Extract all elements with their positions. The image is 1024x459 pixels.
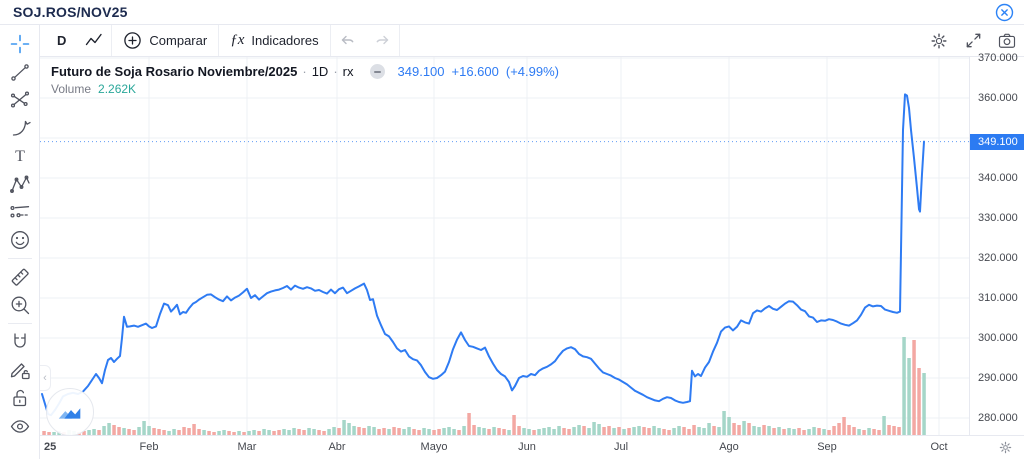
- volume-value: 2.262K: [98, 82, 137, 96]
- ruler-icon[interactable]: [5, 263, 35, 291]
- price-tick: 330.000: [978, 212, 1018, 224]
- time-tick: Abr: [328, 441, 346, 453]
- chart-style-icon[interactable]: [77, 26, 111, 56]
- time-tick: Oct: [930, 441, 948, 453]
- fullscreen-icon[interactable]: [956, 26, 990, 56]
- time-tick: Jul: [613, 441, 629, 453]
- legend-session: rx: [342, 64, 354, 79]
- indicators-label: Indicadores: [251, 33, 319, 48]
- pattern-icon[interactable]: [5, 170, 35, 198]
- price-tick: 310.000: [978, 292, 1018, 304]
- broker-logo: [46, 388, 94, 436]
- time-tick: Ago: [719, 441, 739, 453]
- forecast-icon[interactable]: [5, 198, 35, 226]
- price-tick: 320.000: [978, 252, 1018, 264]
- time-tick: Jun: [518, 441, 536, 453]
- legend-separator: ·: [333, 64, 338, 79]
- pencil-lock-icon[interactable]: [5, 356, 35, 384]
- legend-separator: ·: [302, 64, 307, 79]
- price-tick: 360.000: [978, 92, 1018, 104]
- compare-label: Comparar: [149, 33, 208, 48]
- legend-interval[interactable]: 1D: [311, 64, 329, 79]
- emoji-icon[interactable]: [5, 226, 35, 254]
- current-price-label: 349.100: [970, 134, 1024, 150]
- toolbar-separator: [111, 25, 113, 56]
- toolbar-divider: [7, 323, 32, 324]
- interval-button[interactable]: D: [46, 26, 77, 56]
- window-body: T: [0, 25, 1024, 459]
- compare-button[interactable]: Comparar: [112, 26, 218, 56]
- time-tick: 25: [44, 441, 57, 453]
- plus-circle-icon: [124, 32, 142, 49]
- price-change: +16.600: [451, 64, 499, 79]
- price-axis[interactable]: 349.100 370.000 360.000 340.000 330.000 320.…: [969, 52, 1024, 435]
- chart-panel: D Comparar ƒx Indicadores: [40, 25, 1024, 459]
- drawing-toolbar: T: [0, 25, 40, 459]
- redo-icon[interactable]: [365, 26, 399, 56]
- eye-icon[interactable]: [5, 412, 35, 440]
- gear-icon[interactable]: [922, 26, 956, 56]
- volume-label[interactable]: Volume: [51, 82, 92, 96]
- time-tick: Mar: [237, 441, 257, 453]
- trendline-icon[interactable]: [5, 58, 35, 86]
- price-tick: 300.000: [978, 332, 1018, 344]
- price-tick: 290.000: [978, 372, 1018, 384]
- time-tick: Mayo: [420, 441, 448, 453]
- close-icon[interactable]: [995, 3, 1014, 22]
- text-icon[interactable]: T: [5, 142, 35, 170]
- time-tick: Feb: [139, 441, 159, 453]
- chart-area: Futuro de Soja Rosario Noviembre/2025 · …: [40, 52, 1024, 459]
- lock-icon[interactable]: [5, 384, 35, 412]
- axis-settings-icon[interactable]: [998, 440, 1013, 458]
- price-tick: 280.000: [978, 412, 1018, 424]
- fib-tools-icon[interactable]: [5, 86, 35, 114]
- price-chart[interactable]: [40, 57, 969, 435]
- chart-legend: Futuro de Soja Rosario Noviembre/2025 · …: [51, 63, 566, 96]
- top-toolbar: D Comparar ƒx Indicadores: [40, 25, 1024, 57]
- symbol-title: SOJ.ROS/NOV25: [13, 4, 128, 20]
- fx-icon: ƒx: [230, 32, 245, 48]
- price-change-pct: (+4.99%): [505, 64, 559, 79]
- title-bar: SOJ.ROS/NOV25: [0, 0, 1024, 25]
- toolbar-divider: [7, 258, 32, 259]
- price-tick: 370.000: [978, 52, 1018, 64]
- time-axis[interactable]: 25 Feb Mar Abr Mayo Jun Jul Ago Sep Oct: [40, 435, 1024, 459]
- price-tick: 340.000: [978, 172, 1018, 184]
- toolbar-separator: [329, 25, 331, 56]
- last-price: 349.100: [397, 64, 445, 79]
- time-tick: Sep: [817, 441, 837, 453]
- collapse-legend-icon[interactable]: [369, 64, 385, 79]
- svg-text:T: T: [15, 148, 25, 165]
- series-title[interactable]: Futuro de Soja Rosario Noviembre/2025: [51, 64, 298, 79]
- magnet-icon[interactable]: [5, 328, 35, 356]
- undo-icon[interactable]: [331, 26, 365, 56]
- brush-icon[interactable]: [5, 114, 35, 142]
- toolbar-separator: [218, 25, 220, 56]
- indicators-button[interactable]: ƒx Indicadores: [219, 26, 329, 56]
- crosshair-icon[interactable]: [5, 30, 35, 58]
- toolbar-separator: [398, 25, 400, 56]
- zoom-in-icon[interactable]: [5, 291, 35, 319]
- toolbar-collapse-handle[interactable]: ‹: [40, 365, 51, 391]
- camera-icon[interactable]: [990, 26, 1024, 56]
